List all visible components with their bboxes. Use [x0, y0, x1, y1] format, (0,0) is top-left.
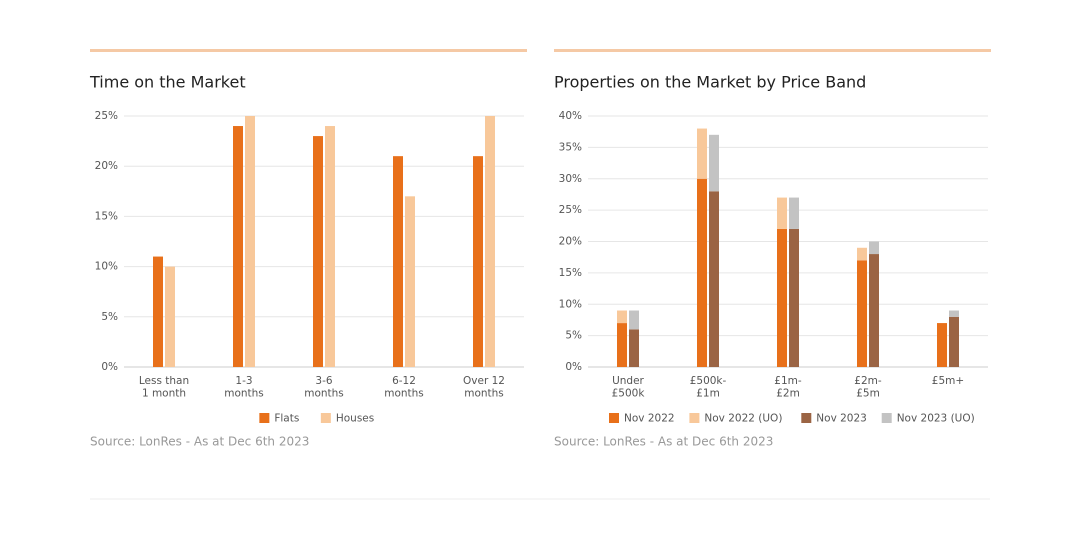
x-tick-label: 1-3 months — [224, 375, 264, 400]
y-tick-label: 25% — [95, 110, 118, 122]
y-tick-label: 5% — [565, 330, 582, 342]
y-tick-label: 5% — [101, 311, 118, 323]
bar-segment — [617, 323, 627, 367]
y-tick-label: 35% — [559, 141, 582, 153]
chart-title: Properties on the Market by Price Band — [554, 73, 866, 92]
x-tick-label: Over 12 months — [463, 375, 505, 400]
chart-title: Time on the Market — [89, 73, 246, 92]
bar — [393, 156, 403, 367]
legend-label: Houses — [336, 413, 374, 425]
label-line: 3-6 — [315, 375, 332, 387]
legend-label: Flats — [274, 413, 299, 425]
panel-rule — [554, 49, 991, 52]
x-tick-label: £5m+ — [932, 375, 964, 387]
bar-segment — [949, 310, 959, 317]
label-line: Less than — [139, 375, 189, 387]
bar-segment — [709, 134, 719, 192]
bar-segment — [937, 323, 947, 367]
label-line: £2m- — [854, 375, 882, 387]
legend-label: Nov 2023 — [816, 413, 867, 425]
label-line: 6-12 — [392, 375, 416, 387]
label-line: £5m — [856, 388, 880, 400]
bar — [405, 196, 415, 367]
label-line: Under — [612, 375, 644, 387]
bar-segment — [617, 310, 627, 324]
source: Source: LonRes - As at Dec 6th 2023 — [554, 435, 773, 449]
bar — [245, 116, 255, 367]
y-tick-label: 20% — [95, 160, 118, 172]
bar — [313, 136, 323, 367]
legend-swatch — [689, 413, 700, 423]
bar — [153, 256, 163, 367]
label-line: £5m+ — [932, 375, 964, 387]
label-line: 1-3 — [235, 375, 252, 387]
y-tick-label: 10% — [559, 298, 582, 310]
legend-swatch — [609, 413, 619, 423]
bar — [233, 126, 243, 367]
bar — [325, 126, 335, 367]
bar — [485, 116, 495, 367]
label-line: months — [384, 388, 424, 400]
y-tick-label: 15% — [559, 267, 582, 279]
x-tick-label: £500k-£1m — [690, 375, 727, 400]
bar — [165, 266, 175, 367]
x-tick-label: £1m-£2m — [774, 375, 802, 400]
source: Source: LonRes - As at Dec 6th 2023 — [90, 435, 309, 449]
x-tick-label: £2m-£5m — [854, 375, 882, 400]
bar-segment — [857, 247, 867, 261]
bar-segment — [629, 329, 639, 367]
label-line: £1m — [696, 388, 720, 400]
bar-segment — [857, 260, 867, 367]
label-line: £2m — [776, 388, 800, 400]
y-tick-label: 20% — [559, 236, 582, 248]
label-line: £500k — [612, 388, 646, 400]
legend-label: Nov 2023 (UO) — [897, 413, 975, 425]
x-tick-label: Less than 1 month — [139, 375, 189, 400]
x-tick-label: 6-12 months — [384, 375, 424, 400]
label-line: 1 month — [142, 388, 186, 400]
bar-segment — [777, 228, 787, 367]
x-tick-label: 3-6 months — [304, 375, 344, 400]
bar-segment — [869, 241, 879, 255]
y-tick-label: 0% — [565, 361, 582, 373]
bar-segment — [777, 197, 787, 229]
y-tick-label: 15% — [95, 210, 118, 222]
y-tick-label: 10% — [95, 261, 118, 273]
y-tick-label: 0% — [101, 361, 118, 373]
label-line: Over 12 — [463, 375, 505, 387]
bar-segment — [789, 228, 799, 367]
bar-segment — [697, 128, 707, 179]
legend-label: Nov 2022 (UO) — [704, 413, 782, 425]
bar-segment — [789, 197, 799, 229]
legend-swatch — [259, 413, 270, 423]
legend-swatch — [881, 413, 892, 423]
label-line: months — [224, 388, 264, 400]
label-line: £500k- — [690, 375, 727, 387]
bar — [473, 156, 483, 367]
bar-segment — [949, 316, 959, 367]
x-tick-label: Under £500k — [612, 375, 646, 400]
y-tick-label: 25% — [559, 204, 582, 216]
y-tick-label: 30% — [559, 173, 582, 185]
bar-segment — [697, 178, 707, 367]
legend-label: Nov 2022 — [624, 413, 675, 425]
label-line: £1m- — [774, 375, 802, 387]
label-line: months — [464, 388, 504, 400]
label-line: months — [304, 388, 344, 400]
legend-swatch — [320, 413, 331, 423]
bar-segment — [709, 191, 719, 367]
y-tick-label: 40% — [559, 110, 582, 122]
legend-swatch — [801, 413, 812, 423]
bar-segment — [629, 310, 639, 330]
panel-rule — [90, 49, 527, 52]
bar-segment — [869, 254, 879, 367]
